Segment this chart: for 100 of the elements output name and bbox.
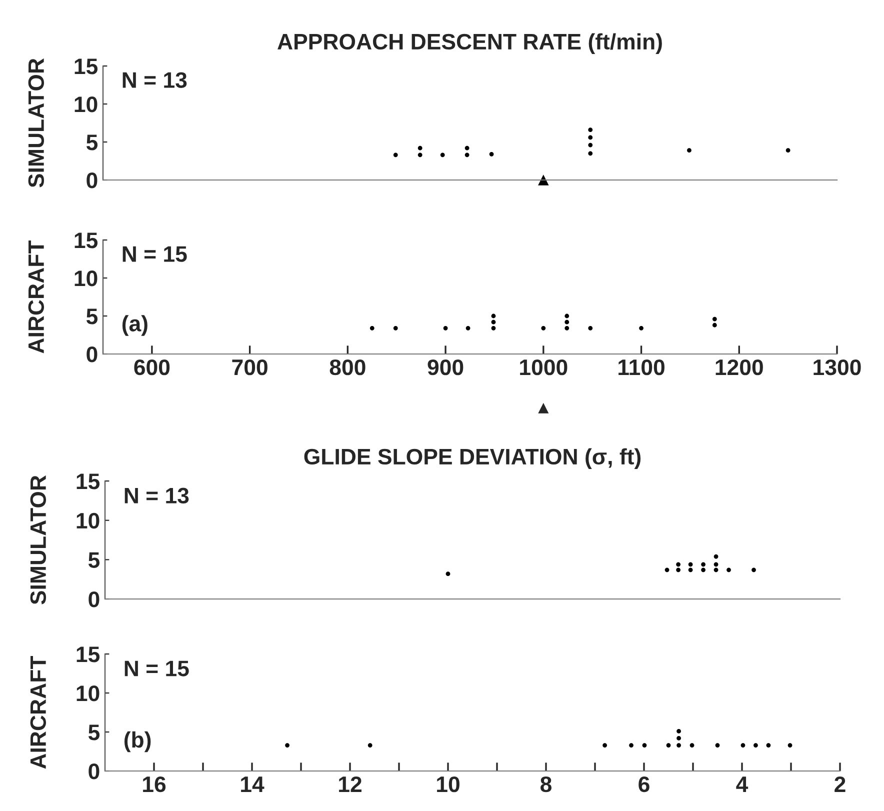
x-tick-label: 10 [437,776,460,792]
x-tick-label: 8 [540,776,552,792]
point [754,743,758,748]
text: ▲ [538,402,549,414]
y-tick-label: 5 [88,724,100,740]
y-tick-label: 5 [88,552,100,568]
y-tick-label: 10 [74,96,98,112]
point [642,743,647,748]
point [443,326,448,330]
point [602,743,607,748]
x-tick-label: 4 [736,776,748,792]
point [664,568,670,572]
point [629,743,634,748]
point [712,316,717,322]
y-axis-title: AIRCRAFT [28,240,44,354]
x-tick-label: 16 [143,776,166,792]
y-axis-title: SIMULATOR [30,475,46,604]
point [588,142,593,148]
y-tick-label: 15 [76,646,100,662]
point [688,562,693,567]
point [564,326,570,330]
point [639,326,644,330]
point [541,326,546,330]
point [446,572,450,576]
point [687,148,692,153]
point [676,736,681,740]
point [368,743,372,748]
point [701,562,706,567]
point [752,568,756,572]
annotation: N = 15 [122,246,187,262]
annotation: (b) [124,731,151,752]
annotation: N = 13 [124,488,189,504]
point [786,148,790,153]
point [588,151,593,156]
x-tick-label: 600 [134,359,170,376]
y-axis-title: SIMULATOR [28,58,44,188]
point [440,152,445,158]
point [491,314,496,318]
point [393,152,398,158]
y-tick-label: 10 [76,512,100,529]
y-axis-title: AIRCRAFT [30,656,46,769]
y-tick-label: 10 [74,270,98,286]
x-tick-label: 800 [330,359,366,376]
annotation: N = 15 [124,660,189,676]
point [464,152,470,158]
point [714,568,718,572]
point [701,568,706,572]
point [418,146,422,150]
point [285,743,290,748]
point [564,314,570,318]
point [712,322,717,328]
point [588,128,593,132]
y-tick-label: 0 [86,172,98,188]
point [538,174,549,186]
y-tick-label: 0 [88,592,100,608]
point [489,152,494,156]
point [676,729,681,734]
chart-title: GLIDE SLOPE DEVIATION (σ, ft) [304,448,641,469]
x-tick-label: 900 [428,359,464,376]
chart-title: APPROACH DESCENT RATE (ft/min) [278,33,662,54]
point [676,743,681,748]
y-tick-label: 5 [86,134,98,150]
x-tick-label: 1000 [520,359,568,376]
point [588,135,593,140]
point [740,743,746,748]
point [676,562,680,567]
x-tick-label: 700 [232,359,268,376]
y-tick-label: 15 [74,232,98,248]
x-tick-label: 1100 [618,359,664,376]
point [766,743,771,748]
point [676,568,680,572]
point [466,326,470,330]
point [714,554,718,559]
y-tick-label: 10 [76,686,100,702]
point [788,743,792,748]
x-tick-label: 6 [638,776,650,792]
x-tick-label: 1200 [716,359,763,376]
x-tick-label: 2 [834,776,846,792]
y-tick-label: 0 [88,764,100,780]
point [393,326,398,330]
point [370,326,374,330]
y-tick-label: 15 [76,474,100,490]
annotation: (a) [122,315,148,336]
point [418,152,422,158]
annotation: N = 13 [122,72,187,88]
y-tick-label: 0 [86,346,98,362]
point [464,146,470,150]
point [491,320,496,324]
point [726,568,731,572]
point [564,320,570,324]
point [588,326,593,330]
x-tick-label: 12 [339,776,362,792]
point [714,562,718,567]
y-tick-label: 5 [86,308,98,324]
point [666,743,671,748]
x-tick-label: 1300 [814,359,861,376]
point [690,743,694,748]
point [688,568,693,572]
point [715,743,720,748]
y-tick-label: 15 [74,58,98,74]
